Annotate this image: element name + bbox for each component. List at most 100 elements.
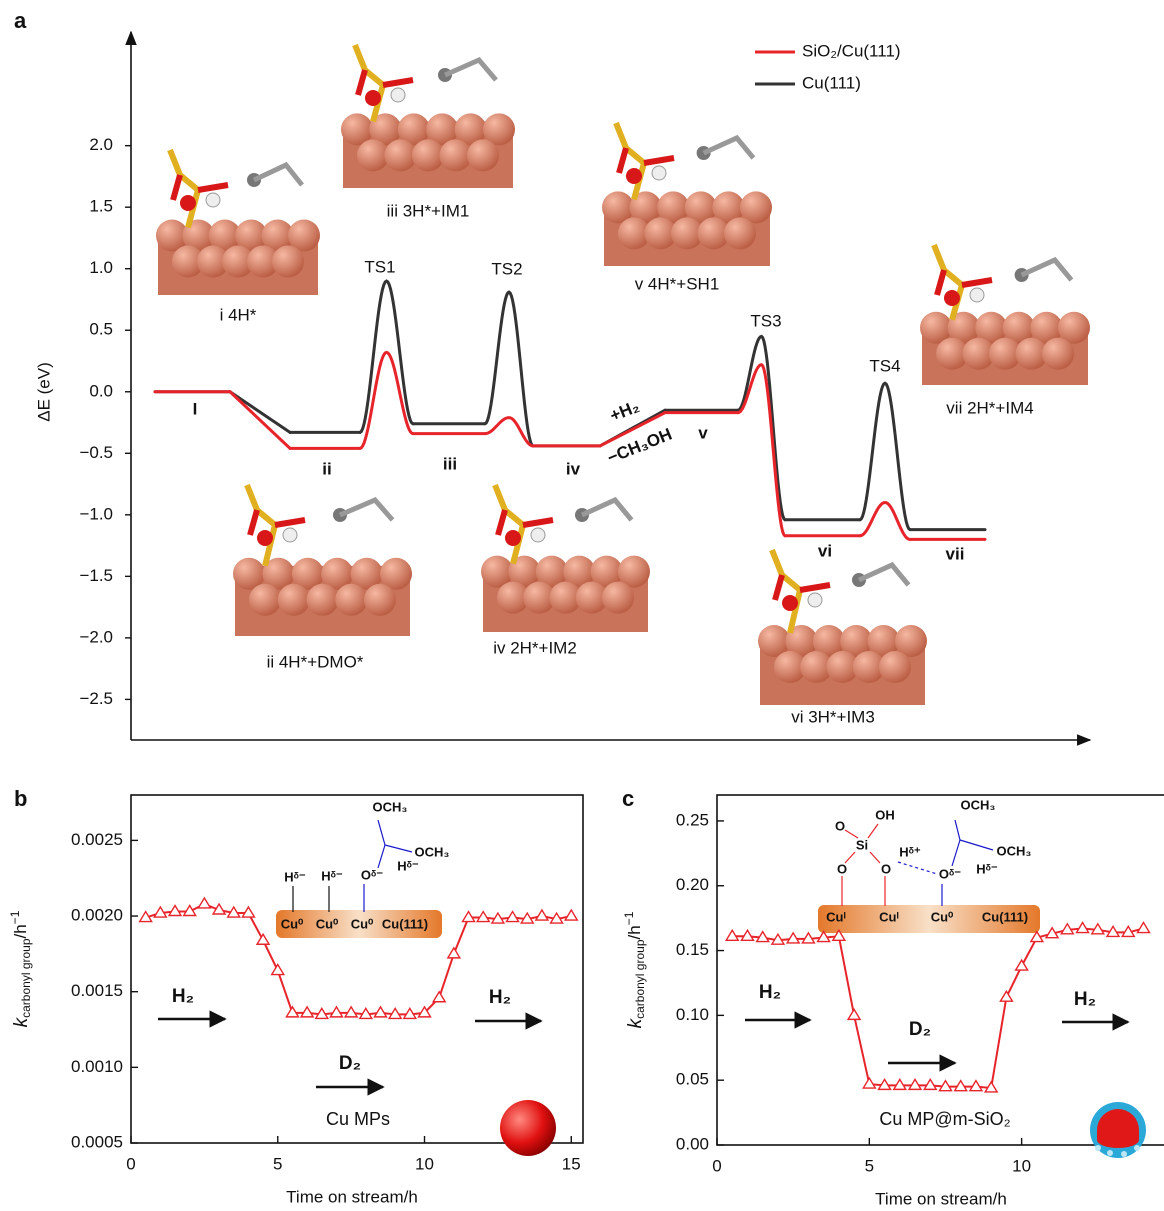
cu-atom xyxy=(1042,337,1074,370)
inset-label: Hᵟ⁻ xyxy=(321,868,343,883)
y-tick-label: 0.0010 xyxy=(71,1057,123,1076)
y-tick-label: 0.20 xyxy=(676,875,709,894)
y-label-subscript: carbonyl group xyxy=(19,938,33,1018)
atom xyxy=(651,165,667,181)
cu-atom xyxy=(335,583,368,616)
cu-atom xyxy=(975,311,1008,344)
data-point xyxy=(953,1079,968,1092)
cu-atom xyxy=(412,139,444,172)
atom xyxy=(530,527,546,543)
atom xyxy=(969,287,985,303)
cu-atom xyxy=(618,217,650,250)
y-label-subscript: carbonyl group xyxy=(633,939,647,1019)
cu-atom xyxy=(920,311,952,344)
cu-atom xyxy=(724,217,756,250)
connector xyxy=(598,411,667,448)
y-label-unit: /h xyxy=(625,925,644,939)
cu-atom xyxy=(426,113,459,146)
inset-label: Si xyxy=(856,837,868,852)
data-point xyxy=(138,910,153,923)
transition-state xyxy=(736,363,787,538)
cu-atom xyxy=(523,581,556,614)
cu-atom xyxy=(235,219,268,252)
bond xyxy=(244,483,279,567)
cu-atom xyxy=(247,245,279,278)
state-label: vii xyxy=(946,544,965,563)
cu-atom xyxy=(962,337,995,370)
transition-state xyxy=(858,381,912,532)
connector xyxy=(228,390,292,434)
structure-caption: vi 3H*+IM3 xyxy=(791,707,875,726)
cu-atom xyxy=(277,583,310,616)
x-axis-label: Time on stream/h xyxy=(875,1189,1007,1208)
cu-atom xyxy=(947,311,980,344)
state-label: I xyxy=(193,399,198,418)
transition-state xyxy=(358,279,415,434)
gas-label: D₂ xyxy=(909,1019,931,1040)
bond xyxy=(355,69,414,96)
data-point xyxy=(490,911,506,924)
atom xyxy=(390,87,406,103)
cu-atom xyxy=(712,191,745,224)
data-point xyxy=(1014,958,1029,971)
y-tick-label: −1.5 xyxy=(79,566,113,585)
data-point xyxy=(373,1005,388,1018)
cu-atom xyxy=(879,651,911,683)
cu-atom xyxy=(697,217,730,250)
data-point xyxy=(182,904,197,917)
data-point xyxy=(534,908,550,921)
data-point xyxy=(862,1076,877,1089)
data-point xyxy=(1075,921,1090,934)
data-point xyxy=(770,932,786,945)
cu-atom xyxy=(350,557,383,590)
x-tick-label: 10 xyxy=(415,1154,434,1173)
reaction-note: +H₂ xyxy=(607,397,642,426)
x-axis-label: Time on stream/h xyxy=(286,1187,418,1206)
y-tick-label: 0.00 xyxy=(676,1134,709,1153)
inset-label: Oᵟ⁻ xyxy=(361,867,383,882)
data-point xyxy=(197,896,212,909)
data-point xyxy=(461,910,476,923)
cu-atom xyxy=(397,113,430,146)
data-point xyxy=(343,1005,359,1018)
inset-label: OH xyxy=(875,807,895,822)
ts-label: TS4 xyxy=(869,356,900,375)
x-tick-label: 0 xyxy=(712,1156,721,1175)
cu-atom xyxy=(497,581,529,614)
data-point xyxy=(241,905,256,918)
cu-atom xyxy=(936,337,968,370)
data-point xyxy=(816,930,831,943)
bond xyxy=(170,174,229,201)
atom xyxy=(365,90,381,106)
data-point xyxy=(431,990,447,1003)
data-point xyxy=(1044,926,1060,939)
inset-label: Cuᴵ xyxy=(879,909,899,924)
cu-atom xyxy=(629,191,662,224)
cu-atom xyxy=(1015,337,1048,370)
bond xyxy=(616,147,675,174)
atom xyxy=(944,290,960,306)
y-tick-label: 0.5 xyxy=(89,320,113,339)
data-point xyxy=(724,928,740,941)
data-point xyxy=(968,1079,984,1092)
catalyst-label: Cu MPs xyxy=(326,1109,390,1129)
inset-label: Hᵟ⁺ xyxy=(899,844,921,859)
cu-atom xyxy=(261,219,294,252)
data-point xyxy=(255,932,271,945)
cu-atom xyxy=(249,583,281,616)
cu-atom xyxy=(644,217,677,250)
ts-label: TS2 xyxy=(491,259,522,278)
structure-caption: i 4H* xyxy=(220,305,257,324)
state-label: v xyxy=(698,423,708,442)
structure-caption: iv 2H*+IM2 xyxy=(493,638,577,657)
y-tick-label: 2.0 xyxy=(89,135,113,154)
inset-label: Hᵟ⁻ xyxy=(284,869,306,884)
y-tick-label: −2.5 xyxy=(79,689,113,708)
cu-atom xyxy=(288,219,320,252)
cu-atom xyxy=(684,191,717,224)
cu-atom xyxy=(197,245,229,278)
cu-atom xyxy=(826,651,859,683)
bond xyxy=(857,561,911,587)
inset-label: OCH₃ xyxy=(373,799,408,814)
y-tick-label: −2.0 xyxy=(79,627,113,646)
